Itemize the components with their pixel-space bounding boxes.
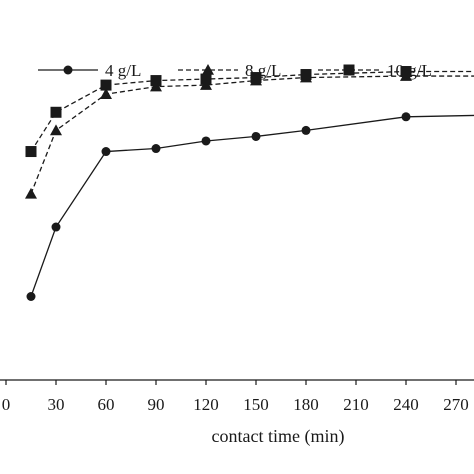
data-point bbox=[25, 187, 37, 199]
x-tick-label: 240 bbox=[393, 395, 419, 414]
data-point bbox=[301, 125, 311, 135]
series-2 bbox=[25, 70, 474, 199]
data-point bbox=[51, 222, 61, 232]
legend-marker bbox=[63, 65, 73, 75]
data-point bbox=[150, 75, 162, 87]
data-point bbox=[401, 112, 411, 122]
data-point bbox=[101, 147, 111, 157]
data-point bbox=[251, 131, 261, 141]
legend-item: 8 g/L bbox=[178, 61, 281, 80]
data-point bbox=[151, 144, 161, 154]
x-axis-ticks: 0 30 60 90 120 150 180 210 240 270 bbox=[2, 380, 469, 414]
x-tick-label: 180 bbox=[293, 395, 319, 414]
series-3 bbox=[25, 66, 474, 158]
legend-marker bbox=[343, 64, 355, 76]
x-tick-label: 0 bbox=[2, 395, 11, 414]
data-point bbox=[201, 136, 211, 146]
data-point bbox=[100, 79, 112, 91]
x-tick-label: 150 bbox=[243, 395, 269, 414]
x-tick-label: 210 bbox=[343, 395, 369, 414]
x-axis-title: contact time (min) bbox=[212, 426, 345, 447]
data-point bbox=[250, 72, 262, 84]
data-point bbox=[50, 124, 62, 136]
data-point bbox=[100, 88, 112, 99]
legend-item: 10 g/L bbox=[318, 61, 432, 80]
data-point bbox=[25, 146, 37, 158]
series-line bbox=[30, 75, 474, 195]
x-tick-label: 270 bbox=[443, 395, 469, 414]
data-point bbox=[26, 292, 36, 301]
legend-item: 4 g/L bbox=[38, 61, 141, 80]
x-tick-label: 30 bbox=[48, 395, 65, 414]
legend: 4 g/L 8 g/L 10 g/L bbox=[38, 61, 432, 80]
data-point bbox=[400, 66, 412, 78]
x-tick-label: 120 bbox=[193, 395, 219, 414]
plot-area bbox=[25, 66, 474, 301]
x-tick-label: 60 bbox=[98, 395, 115, 414]
data-point bbox=[300, 69, 312, 81]
legend-marker bbox=[202, 64, 214, 75]
x-tick-label: 90 bbox=[148, 395, 165, 414]
series-1 bbox=[26, 112, 474, 301]
series-line bbox=[30, 114, 474, 297]
legend-label: 4 g/L bbox=[105, 61, 141, 80]
data-point bbox=[50, 106, 62, 118]
data-point bbox=[200, 73, 212, 85]
